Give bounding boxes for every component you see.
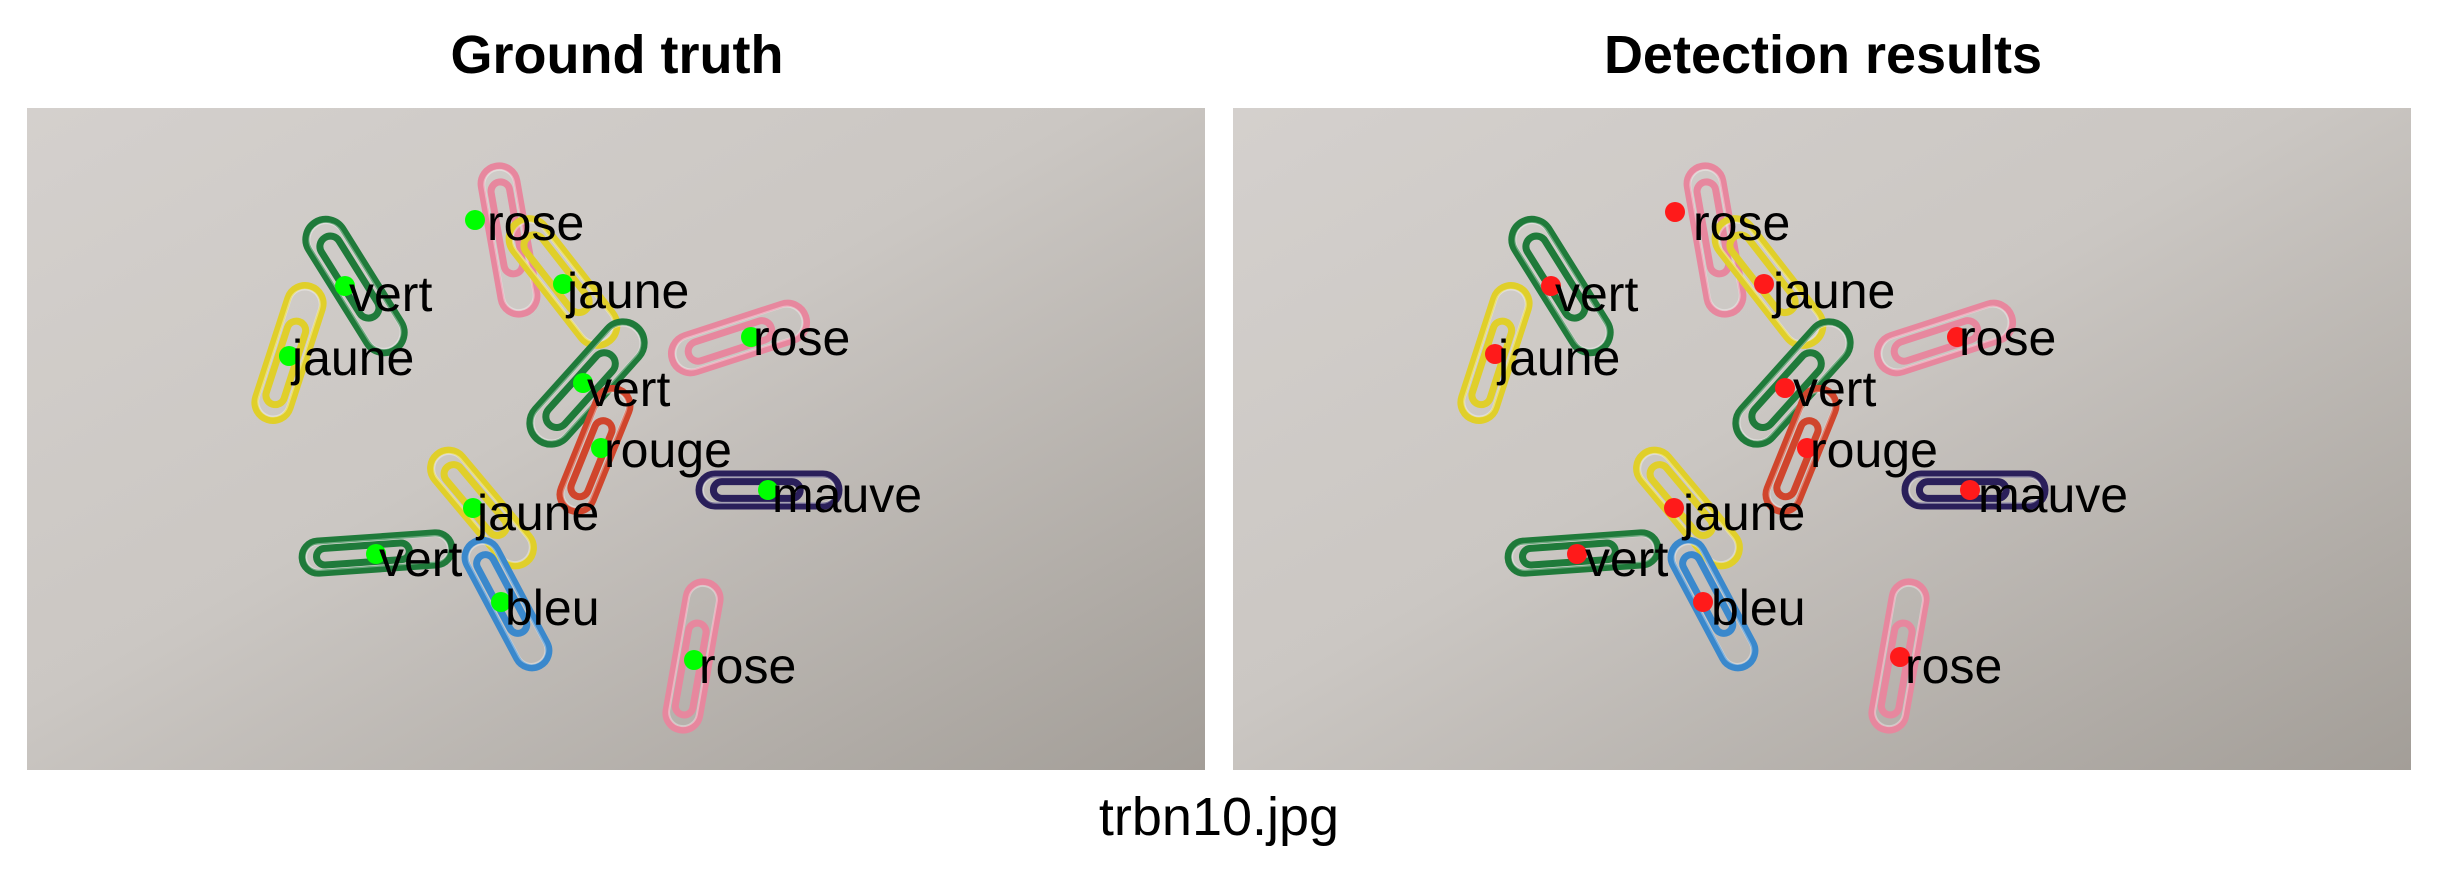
annotation-marker	[463, 498, 483, 518]
ground-truth-image: rose vert jaune jaune rose vert rouge mauve jaun…	[27, 108, 1205, 770]
annotation-label: rose	[1959, 310, 2056, 366]
annotation-label: rose	[753, 310, 850, 366]
annotation-label: jaune	[290, 330, 414, 386]
annotation-marker	[491, 592, 511, 612]
annotation-marker	[366, 544, 386, 564]
panel-title-detection-results: Detection results	[1603, 25, 2043, 85]
annotation-label: bleu	[505, 580, 600, 636]
annotation-label: rose	[1693, 195, 1790, 251]
annotation-marker	[1775, 378, 1795, 398]
annotation-marker	[1541, 276, 1561, 296]
annotation-label: mauve	[772, 467, 922, 523]
annotation-label: jaune	[1681, 485, 1805, 541]
paperclip	[251, 282, 327, 424]
annotation-marker	[1693, 592, 1713, 612]
annotation-label: vert	[349, 266, 432, 322]
image-filename-caption: trbn10.jpg	[1098, 787, 1340, 847]
annotation-label: jaune	[475, 485, 599, 541]
annotation-label: rouge	[604, 422, 732, 478]
annotation-layer: rosevertjaunejaunerosevertrougemauvejaun…	[1485, 195, 2128, 694]
paperclip	[298, 529, 456, 577]
panel-title-ground-truth: Ground truth	[450, 25, 784, 85]
paperclip	[1504, 529, 1662, 577]
annotation-marker	[465, 210, 485, 230]
annotation-marker	[591, 438, 611, 458]
annotation-marker	[1754, 274, 1774, 294]
paperclip	[1868, 578, 1930, 734]
annotation-layer: rosevertjaunejaunerosevertrougemauvejaun…	[279, 195, 922, 694]
annotation-marker	[335, 276, 355, 296]
annotation-marker	[1567, 544, 1587, 564]
annotation-label: vert	[1793, 361, 1876, 417]
annotation-label: rouge	[1810, 422, 1938, 478]
annotation-label: vert	[1555, 266, 1638, 322]
paperclip	[526, 318, 648, 448]
annotation-marker	[1485, 344, 1505, 364]
paperclip	[505, 215, 621, 349]
ground-truth-photo: rosevertjaunejaunerosevertrougemauvejaun…	[27, 108, 1205, 770]
detection-results-photo: rosevertjaunejaunerosevertrougemauvejaun…	[1233, 108, 2411, 770]
annotation-label: jaune	[1496, 330, 1620, 386]
annotation-marker	[279, 346, 299, 366]
annotation-marker	[1797, 438, 1817, 458]
paperclip	[667, 299, 811, 377]
paperclip	[1762, 384, 1840, 516]
annotation-label: vert	[587, 361, 670, 417]
paperclip	[1901, 470, 2049, 510]
paperclip	[1457, 282, 1533, 424]
paperclip	[1873, 299, 2017, 377]
paperclip	[662, 578, 724, 734]
annotation-label: rose	[1905, 638, 2002, 694]
annotation-marker	[684, 650, 704, 670]
annotation-label: jaune	[1771, 263, 1895, 319]
annotation-marker	[1960, 480, 1980, 500]
paperclip	[1711, 215, 1827, 349]
paperclips	[1457, 162, 2049, 734]
annotation-label: rose	[699, 638, 796, 694]
annotation-marker	[741, 327, 761, 347]
annotation-marker	[573, 373, 593, 393]
annotation-label: rose	[487, 195, 584, 251]
paperclip	[695, 470, 843, 510]
annotation-marker	[1890, 647, 1910, 667]
detection-results-image: rose vert jaune jaune rose vert rouge mauve jaun…	[1233, 108, 2411, 770]
annotation-marker	[758, 480, 778, 500]
paperclip	[556, 384, 634, 516]
annotation-marker	[1665, 202, 1685, 222]
annotation-marker	[553, 274, 573, 294]
annotation-label: mauve	[1978, 467, 2128, 523]
annotation-marker	[1947, 327, 1967, 347]
paperclip	[1508, 215, 1614, 357]
annotation-label: vert	[1585, 531, 1668, 587]
annotation-label: jaune	[565, 263, 689, 319]
annotation-marker	[1664, 498, 1684, 518]
annotation-label: bleu	[1711, 580, 1806, 636]
annotation-label: vert	[379, 531, 462, 587]
